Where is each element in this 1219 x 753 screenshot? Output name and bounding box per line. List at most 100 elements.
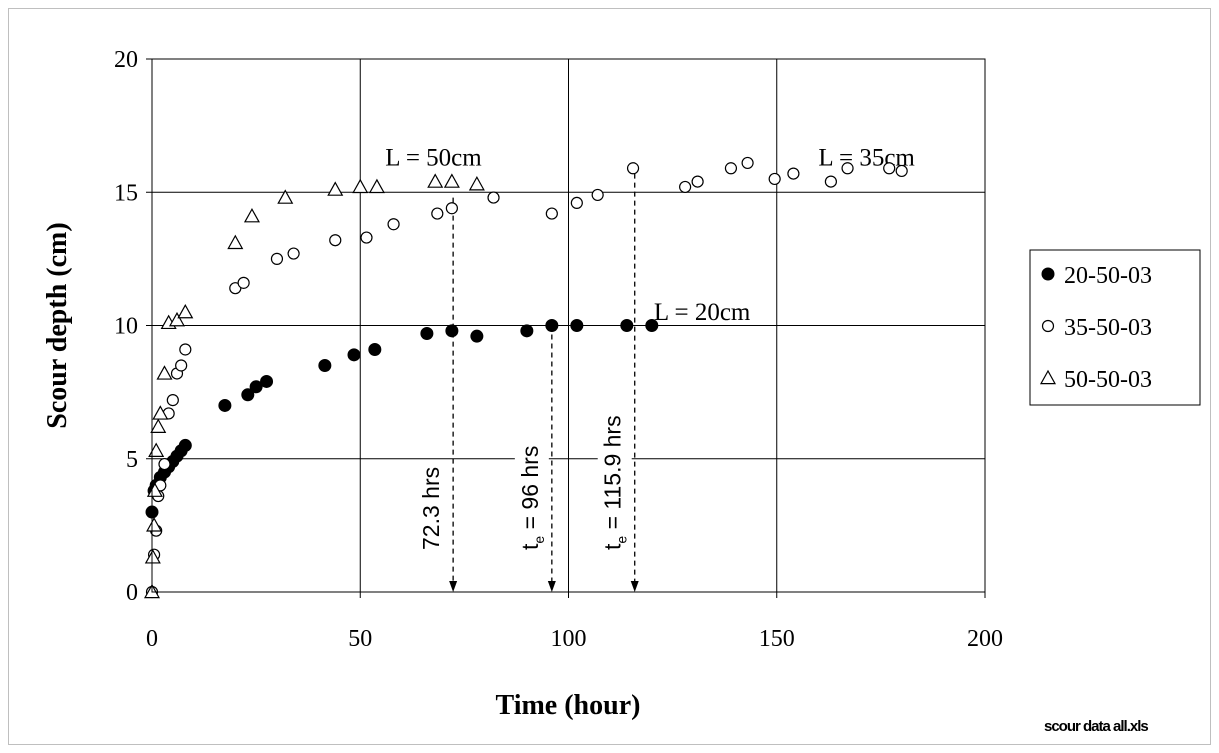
data-point <box>787 167 800 180</box>
data-point <box>368 342 382 356</box>
y-tick-label: 10 <box>114 314 138 340</box>
data-point <box>741 156 754 170</box>
series-50-50-03 <box>143 173 485 599</box>
data-point <box>768 172 781 186</box>
plot-border <box>151 58 986 593</box>
y-axis-label: Scour depth (cm) <box>42 222 73 428</box>
data-point <box>329 234 342 247</box>
data-point <box>146 517 163 532</box>
chart-area <box>8 8 1211 745</box>
series-length-label: L = 20cm <box>654 299 751 326</box>
data-point <box>487 191 500 204</box>
data-point <box>841 162 854 175</box>
data-point <box>570 319 584 332</box>
data-point <box>241 388 255 402</box>
data-point <box>144 549 161 564</box>
legend-item: 35-50-03 <box>1041 315 1152 341</box>
data-point <box>368 178 385 194</box>
marker-label-bg <box>416 464 447 552</box>
data-point <box>270 252 284 265</box>
data-point <box>148 442 165 457</box>
data-point <box>724 162 738 175</box>
data-point <box>318 358 332 372</box>
x-tick-label: 100 <box>551 626 587 652</box>
data-point <box>645 319 659 332</box>
marker-label-bg <box>597 413 632 552</box>
data-point <box>420 326 434 340</box>
data-point <box>824 175 837 188</box>
annotations: 72.3 hrs te = 96 hrs te = 115.9 hrs L = 50c… <box>385 145 915 592</box>
data-point <box>146 482 163 497</box>
data-point <box>626 162 640 175</box>
data-points <box>143 156 908 599</box>
legend-label: 20-50-03 <box>1064 263 1152 289</box>
y-tick-label: 5 <box>126 447 138 473</box>
data-point <box>427 173 444 188</box>
data-point <box>327 181 344 196</box>
data-point <box>175 359 188 372</box>
data-point <box>445 202 458 215</box>
marker-label-bg <box>514 443 549 552</box>
data-point <box>227 234 244 250</box>
data-point <box>883 162 896 175</box>
data-point <box>387 218 400 231</box>
data-point <box>570 196 583 210</box>
data-point <box>347 348 361 362</box>
legend-item: 20-50-03 <box>1041 263 1152 289</box>
arrow-head <box>547 581 556 592</box>
series-20-50-03 <box>145 319 659 519</box>
grid <box>152 59 985 592</box>
data-point <box>156 365 173 380</box>
data-point <box>468 176 485 191</box>
data-point <box>545 207 558 220</box>
series-length-label: L = 50cm <box>385 145 482 172</box>
data-point <box>520 324 534 338</box>
data-point <box>431 207 444 220</box>
legend-marker <box>1041 267 1055 281</box>
x-tick-label: 50 <box>348 626 372 652</box>
legend-box <box>1029 249 1201 406</box>
x-tick-label: 0 <box>146 626 158 652</box>
data-point <box>277 189 294 204</box>
data-point <box>166 394 179 407</box>
time-marker-label: 72.3 hrs <box>418 467 444 550</box>
data-point <box>679 180 692 194</box>
data-point <box>178 438 192 452</box>
data-point <box>249 380 263 394</box>
x-tick-label: 150 <box>759 626 795 652</box>
data-point <box>352 178 369 194</box>
y-tick-label: 20 <box>114 47 138 73</box>
data-point <box>591 188 604 202</box>
arrow-head <box>630 581 639 592</box>
data-point <box>620 319 634 332</box>
data-point <box>445 324 459 338</box>
data-point <box>360 231 373 244</box>
data-point <box>179 343 192 356</box>
data-point <box>243 207 260 223</box>
data-point <box>218 398 232 412</box>
time-marker-label: te = 115.9 hrs <box>600 415 630 550</box>
data-point <box>545 319 559 332</box>
data-point <box>152 405 169 420</box>
data-point <box>895 164 908 178</box>
data-point <box>158 457 171 471</box>
legend-marker <box>1041 319 1055 333</box>
legend-marker <box>1039 369 1057 385</box>
data-point <box>237 276 250 289</box>
legend-item: 50-50-03 <box>1039 367 1152 393</box>
time-marker-label: te = 96 hrs <box>517 446 547 550</box>
footnote-filename: scour data all.xls <box>1044 718 1148 735</box>
data-point <box>168 311 186 327</box>
data-point <box>287 247 300 260</box>
arrow-head <box>449 581 458 592</box>
legend-label: 50-50-03 <box>1064 367 1152 393</box>
data-point <box>260 374 274 388</box>
data-point <box>470 329 484 343</box>
y-tick-label: 0 <box>126 580 138 606</box>
y-tick-label: 15 <box>114 180 138 206</box>
series-35-50-03 <box>145 156 908 599</box>
x-axis-label: Time (hour) <box>496 690 641 721</box>
data-point <box>443 173 460 188</box>
